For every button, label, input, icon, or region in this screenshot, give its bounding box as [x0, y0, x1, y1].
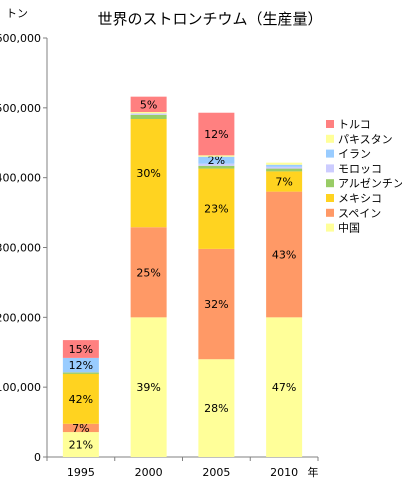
bar-segment [198, 168, 235, 249]
data-label: 12% [69, 359, 93, 372]
y-tick-label: 100,000 [0, 381, 41, 394]
data-label: 7% [72, 422, 89, 435]
data-label: 42% [69, 393, 93, 406]
x-tick-label: 2005 [202, 466, 230, 479]
legend-label: パキスタン [338, 133, 393, 146]
x-tick-label: 1995 [67, 466, 95, 479]
bar-segment [198, 359, 235, 457]
bar-segment [130, 112, 167, 114]
x-axis-unit-label: 年 [308, 465, 319, 479]
plot-area: 0 100,000 200,000 300,000 400,000 500,000 600,… [0, 32, 319, 479]
data-label: 25% [136, 266, 160, 279]
bar-segment [198, 112, 235, 156]
data-label: 47% [272, 381, 296, 394]
legend-label: モロッコ [338, 162, 382, 175]
bar-segment [266, 164, 303, 167]
bar-segment [62, 432, 99, 457]
data-label: 23% [204, 203, 228, 216]
data-label: 2% [208, 154, 225, 167]
bar-segment [62, 373, 99, 424]
legend-swatch [326, 223, 334, 232]
legend-label: トルコ [338, 118, 371, 131]
data-label: 30% [136, 167, 160, 180]
legend-label: スペイン [338, 207, 381, 220]
bar-segment [62, 357, 99, 373]
legend-label: イラン [338, 148, 371, 161]
y-tick-label: 200,000 [0, 311, 41, 324]
data-label: 21% [69, 439, 93, 452]
data-label: 32% [204, 298, 228, 311]
data-label: 39% [136, 381, 160, 394]
chart-title: 世界のストロンチウム（生産量） [97, 10, 322, 28]
bar-segment [266, 168, 303, 172]
bar-segment [198, 163, 235, 166]
legend-swatch [326, 149, 334, 158]
y-tick-label: 500,000 [0, 102, 41, 115]
bar-segment [266, 317, 303, 457]
legend-label: メキシコ [338, 192, 382, 205]
legend-swatch [326, 120, 334, 128]
legend-label: 中国 [338, 222, 360, 235]
y-axis-unit-label: トン [6, 7, 28, 20]
bar-segment [130, 113, 167, 115]
bar-segment [130, 317, 167, 457]
bar-segment [198, 165, 235, 169]
bar-segment [130, 114, 167, 120]
legend-swatch [326, 179, 334, 188]
data-label: 12% [204, 128, 228, 141]
y-tick-label: 400,000 [0, 172, 41, 185]
bar-segment [266, 162, 303, 165]
bar-segment [62, 423, 99, 433]
bar-segment [130, 96, 167, 113]
bar-segment [198, 248, 235, 360]
bar-segment [266, 171, 303, 192]
data-label: 15% [69, 343, 93, 356]
bar-segment [130, 227, 167, 318]
data-label: 43% [272, 248, 296, 261]
bar-segment [266, 166, 303, 169]
bar-segment [266, 191, 303, 318]
x-tick-label: 2010 [270, 466, 298, 479]
x-tick-label: 2000 [135, 466, 163, 479]
y-tick-label: 300,000 [0, 242, 41, 255]
legend-swatch [326, 164, 334, 173]
bar-segment [62, 340, 99, 358]
legend-swatch [326, 194, 334, 202]
y-tick-label: 600,000 [0, 32, 41, 45]
legend-swatch [326, 134, 334, 143]
legend-swatch [326, 208, 334, 217]
bar-segment [130, 119, 167, 228]
data-label: 5% [140, 98, 157, 111]
y-tick-label: 0 [34, 451, 41, 464]
data-label: 7% [275, 176, 292, 189]
bar-segment [62, 372, 99, 374]
bar-segment [198, 156, 235, 164]
data-label: 28% [204, 402, 228, 415]
bar-segment [198, 155, 235, 157]
legend-label: アルゼンチン [338, 177, 402, 190]
